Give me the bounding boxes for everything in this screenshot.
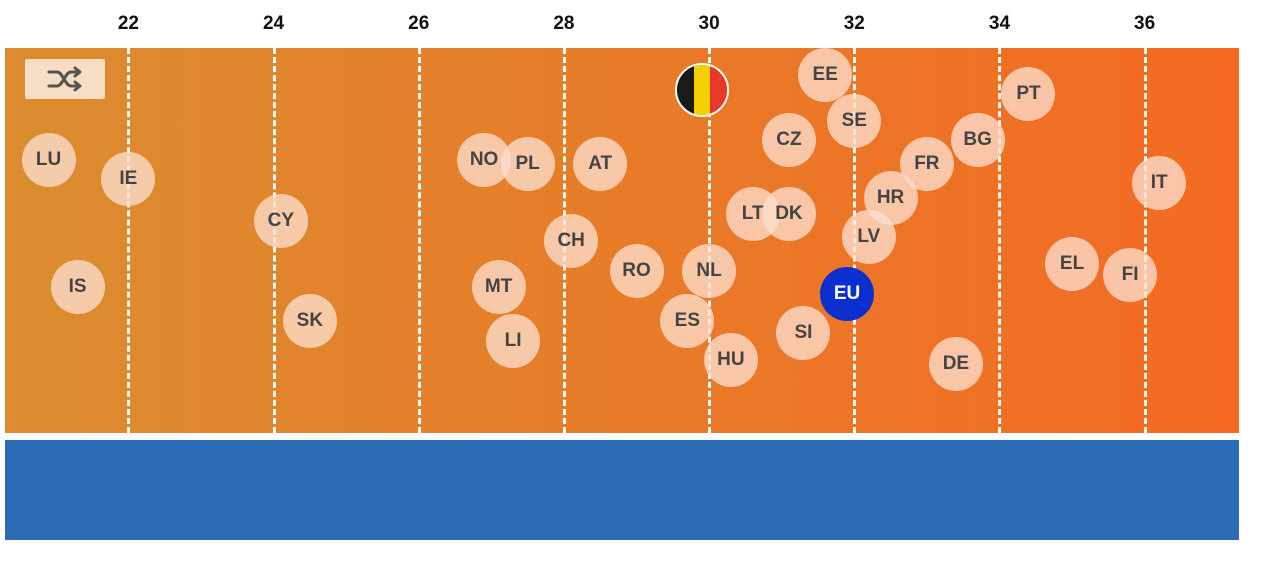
x-tick-label: 24: [262, 13, 285, 34]
gridline: [1143, 48, 1147, 433]
country-point-dk[interactable]: DK: [761, 186, 816, 241]
country-point-fr[interactable]: FR: [899, 136, 954, 191]
x-tick-label: 34: [988, 13, 1011, 34]
country-point-ee[interactable]: EE: [798, 48, 853, 102]
country-point-sk[interactable]: SK: [282, 294, 337, 349]
country-point-at[interactable]: AT: [573, 136, 628, 191]
plot-background: [5, 48, 1239, 433]
country-point-pt[interactable]: PT: [1001, 67, 1056, 122]
country-point-pl[interactable]: PL: [500, 136, 555, 191]
gridline: [708, 48, 712, 433]
country-point-bg[interactable]: BG: [950, 113, 1005, 168]
country-point-mt[interactable]: MT: [471, 259, 526, 314]
flag-stripe: [693, 65, 711, 116]
country-point-eu[interactable]: EU: [820, 267, 875, 322]
gridline: [127, 48, 131, 433]
country-point-si[interactable]: SI: [776, 305, 831, 360]
country-point-cy[interactable]: CY: [253, 194, 308, 249]
x-tick-label: 28: [553, 13, 575, 34]
x-tick-label: 26: [408, 13, 430, 34]
country-point-lu[interactable]: LU: [21, 132, 76, 187]
country-point-hu[interactable]: HU: [703, 332, 758, 387]
gridline: [417, 48, 421, 433]
lower-panel: [5, 440, 1239, 540]
x-tick-label: 22: [117, 13, 139, 34]
x-axis: 22 24 26 28 30 32 34 36: [0, 0, 1264, 48]
shuffle-icon: [47, 66, 82, 92]
country-point-el[interactable]: EL: [1045, 236, 1100, 291]
country-point-ie[interactable]: IE: [101, 151, 156, 206]
country-point-li[interactable]: LI: [486, 313, 541, 368]
country-point-is[interactable]: IS: [50, 259, 105, 314]
country-point-ch[interactable]: CH: [544, 213, 599, 268]
country-point-se[interactable]: SE: [827, 94, 882, 149]
shuffle-button[interactable]: [25, 59, 105, 99]
gridline: [998, 48, 1002, 433]
flag-stripe: [710, 65, 727, 116]
country-point-es[interactable]: ES: [660, 294, 715, 349]
x-tick-label: 36: [1134, 13, 1156, 34]
country-point-nl[interactable]: NL: [682, 244, 737, 299]
scatter-plot: LU IE IS CY SK NO PL AT CH MT LI RO ES NL HU LT DK CZ EE SE…: [5, 48, 1239, 433]
flag-stripe: [676, 65, 694, 116]
x-tick-label: 32: [843, 13, 865, 34]
belgium-flag-point[interactable]: [674, 63, 729, 118]
country-point-de[interactable]: DE: [928, 336, 983, 391]
country-point-fi[interactable]: FI: [1103, 248, 1158, 303]
country-point-cz[interactable]: CZ: [761, 113, 816, 168]
country-point-ro[interactable]: RO: [609, 244, 664, 299]
country-point-it[interactable]: IT: [1132, 155, 1187, 210]
x-tick-label: 30: [698, 13, 720, 34]
